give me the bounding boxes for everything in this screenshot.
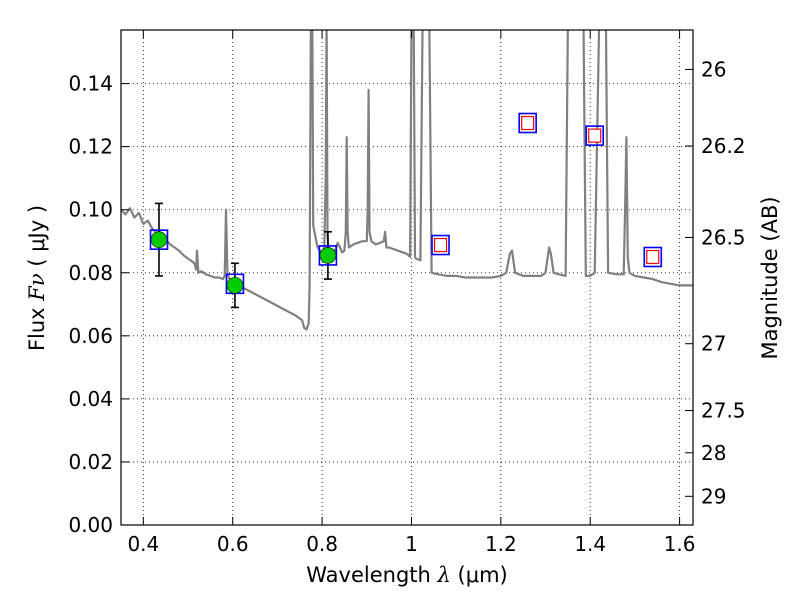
model-photometry-square [643,246,663,268]
model-photometry-square [149,229,169,250]
y-tick-label: 0.00 [68,513,113,537]
y-tick-label: 0.12 [68,135,113,159]
x-tick-label: 0.6 [217,532,249,556]
model-spectrum-line [121,30,693,331]
y-tick-label: 0.10 [68,198,113,222]
model-photometry-square [318,245,338,266]
x-axis-label: Wavelength λ (μm) [306,563,507,587]
axis-ticks: 0.4 0.6 0.8 1 1.2 1.4 1.6 0.00 0.02 0.04 0.06 0.08 0… [68,30,746,556]
observed-point [226,277,244,294]
model-photometry-square [585,125,604,146]
y-axis-label: Flux Fν ( μJy ) [25,205,49,351]
y-tick-label: 0.04 [68,387,113,411]
x-tick-label: 1.4 [574,532,606,556]
upper-limit-square [521,115,535,131]
upper-limit-square [646,249,660,265]
upper-limit-square [588,128,602,143]
plot-frame [120,29,694,526]
y2-tick-label: 26.5 [701,225,746,249]
x-tick-label: 1.2 [485,532,517,556]
y-tick-label: 0.14 [68,72,113,96]
x-tick-label: 0.8 [306,532,338,556]
upper-limit-square [433,237,448,253]
y2-axis-label: Magnitude (AB) [758,196,782,359]
y2-tick-label: 26.2 [701,134,746,158]
y-tick-label: 0.08 [68,261,113,285]
model-photometry-square [431,234,450,256]
y2-tick-label: 27 [701,332,726,356]
y-tick-label: 0.06 [68,324,113,348]
observed-point [319,247,337,264]
model-photometry-square [518,112,537,134]
observed-point [150,231,168,248]
y-tick-label: 0.02 [68,450,113,474]
x-tick-label: 0.4 [127,532,159,556]
y2-tick-label: 27.5 [701,399,746,423]
photometry-markers-layer [149,112,663,309]
model-spectrum-layer [121,30,693,331]
y2-tick-label: 29 [701,484,726,508]
x-tick-label: 1 [405,532,418,556]
y2-tick-label: 28 [701,441,726,465]
y2-tick-label: 26 [701,57,726,81]
x-tick-label: 1.6 [664,532,696,556]
